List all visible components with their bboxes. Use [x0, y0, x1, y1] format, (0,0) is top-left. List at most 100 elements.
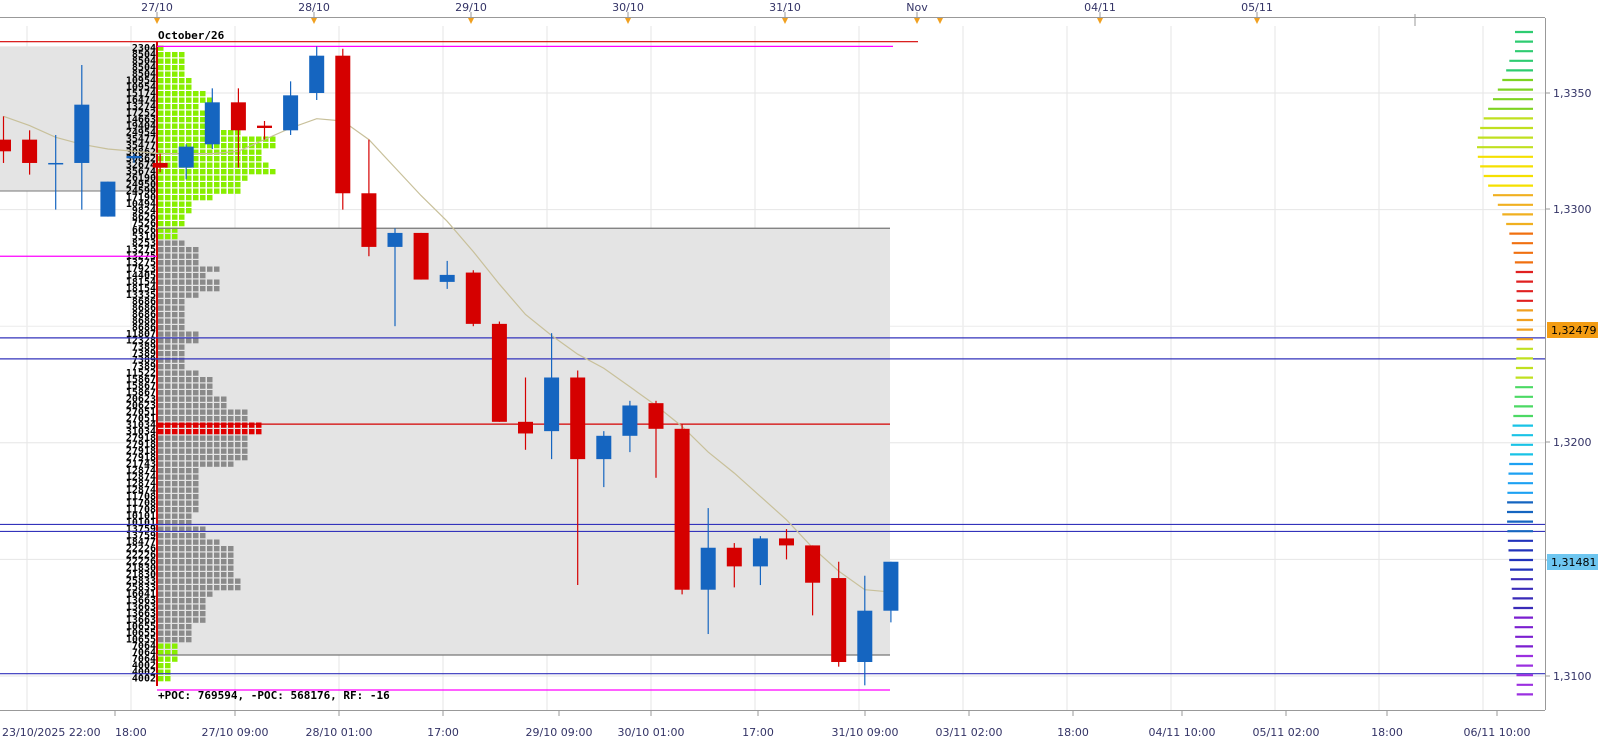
profile-block: [235, 162, 241, 168]
profile-value: 17190: [126, 193, 156, 204]
profile-block: [200, 188, 206, 194]
profile-block: [158, 299, 164, 305]
profile-block: [193, 403, 199, 409]
profile-block: [165, 117, 171, 123]
profile-block: [172, 240, 178, 246]
profile-block: [256, 143, 262, 149]
profile-block: [193, 611, 199, 617]
profile-row: [158, 286, 220, 292]
profile-block: [165, 370, 171, 376]
profile-block: [228, 175, 234, 181]
profile-block: [158, 494, 164, 500]
profile-block: [186, 201, 192, 207]
profile-block: [172, 292, 178, 298]
date-marker-icon: [625, 18, 631, 24]
profile-value: 12874: [126, 472, 156, 483]
profile-block: [158, 78, 164, 84]
profile-block: [235, 143, 241, 149]
profile-block: [158, 136, 164, 142]
profile-row: [158, 227, 178, 233]
candle: [622, 400, 638, 453]
profile-block: [214, 143, 220, 149]
profile-block: [186, 468, 192, 474]
profile-block: [228, 572, 234, 578]
profile-block: [242, 429, 248, 435]
profile-block: [207, 279, 213, 285]
profile-block: [172, 221, 178, 227]
profile-block: [263, 162, 269, 168]
profile-block: [186, 403, 192, 409]
profile-row: [158, 455, 248, 461]
profile-block: [165, 214, 171, 220]
profile-row: [158, 188, 241, 194]
profile-block: [179, 565, 185, 571]
profile-block: [165, 149, 171, 155]
profile-block: [172, 156, 178, 162]
profile-block: [158, 273, 164, 279]
profile-block: [214, 175, 220, 181]
profile-block: [186, 390, 192, 396]
profile-block: [270, 136, 276, 142]
profile-block: [200, 117, 206, 123]
profile-row: [158, 604, 206, 610]
profile-block: [214, 279, 220, 285]
profile-block: [179, 71, 185, 77]
profile-block: [228, 578, 234, 584]
profile-block: [158, 195, 164, 201]
profile-value: 21743: [126, 459, 156, 470]
profile-block: [200, 578, 206, 584]
profile-block: [193, 110, 199, 116]
profile-value: 15867: [126, 375, 156, 386]
profile-row: [158, 97, 213, 103]
profile-value: 10655: [126, 635, 156, 646]
profile-block: [200, 97, 206, 103]
profile-block: [186, 260, 192, 266]
profile-block: [179, 123, 185, 129]
profile-block: [186, 292, 192, 298]
profile-block: [200, 546, 206, 552]
profile-block: [179, 468, 185, 474]
profile-row: [158, 351, 185, 357]
profile-block: [200, 617, 206, 623]
profile-block: [165, 253, 171, 259]
candle: [857, 575, 873, 686]
profile-value: 35477: [126, 141, 156, 152]
profile-block: [207, 286, 213, 292]
profile-block: [207, 377, 213, 383]
profile-row: [158, 494, 199, 500]
profile-block: [179, 630, 185, 636]
profile-block: [165, 422, 171, 428]
profile-block: [158, 624, 164, 630]
profile-block: [179, 182, 185, 188]
profile-value: 8504: [132, 50, 156, 61]
profile-block: [200, 130, 206, 136]
profile-block: [179, 260, 185, 266]
profile-block: [172, 520, 178, 526]
profile-block: [214, 435, 220, 441]
time-label: 05/11 02:00: [1253, 726, 1320, 739]
profile-block: [200, 403, 206, 409]
profile-block: [172, 481, 178, 487]
profile-block: [165, 260, 171, 266]
profile-block: [179, 487, 185, 493]
profile-block: [165, 52, 171, 58]
candle: [230, 88, 246, 168]
profile-block: [158, 487, 164, 493]
profile-block: [193, 396, 199, 402]
time-label: 18:00: [1057, 726, 1089, 739]
profile-block: [165, 130, 171, 136]
profile-block: [249, 429, 255, 435]
profile-block: [172, 110, 178, 116]
profile-block: [256, 162, 262, 168]
profile-block: [172, 123, 178, 129]
candle: [335, 48, 351, 210]
candle-body: [570, 377, 586, 460]
profile-block: [193, 591, 199, 597]
profile-row: [158, 513, 192, 519]
profile-block: [165, 630, 171, 636]
profile-row: [158, 331, 199, 337]
profile-row: [158, 416, 248, 422]
profile-block: [158, 338, 164, 344]
profile-block: [214, 416, 220, 422]
